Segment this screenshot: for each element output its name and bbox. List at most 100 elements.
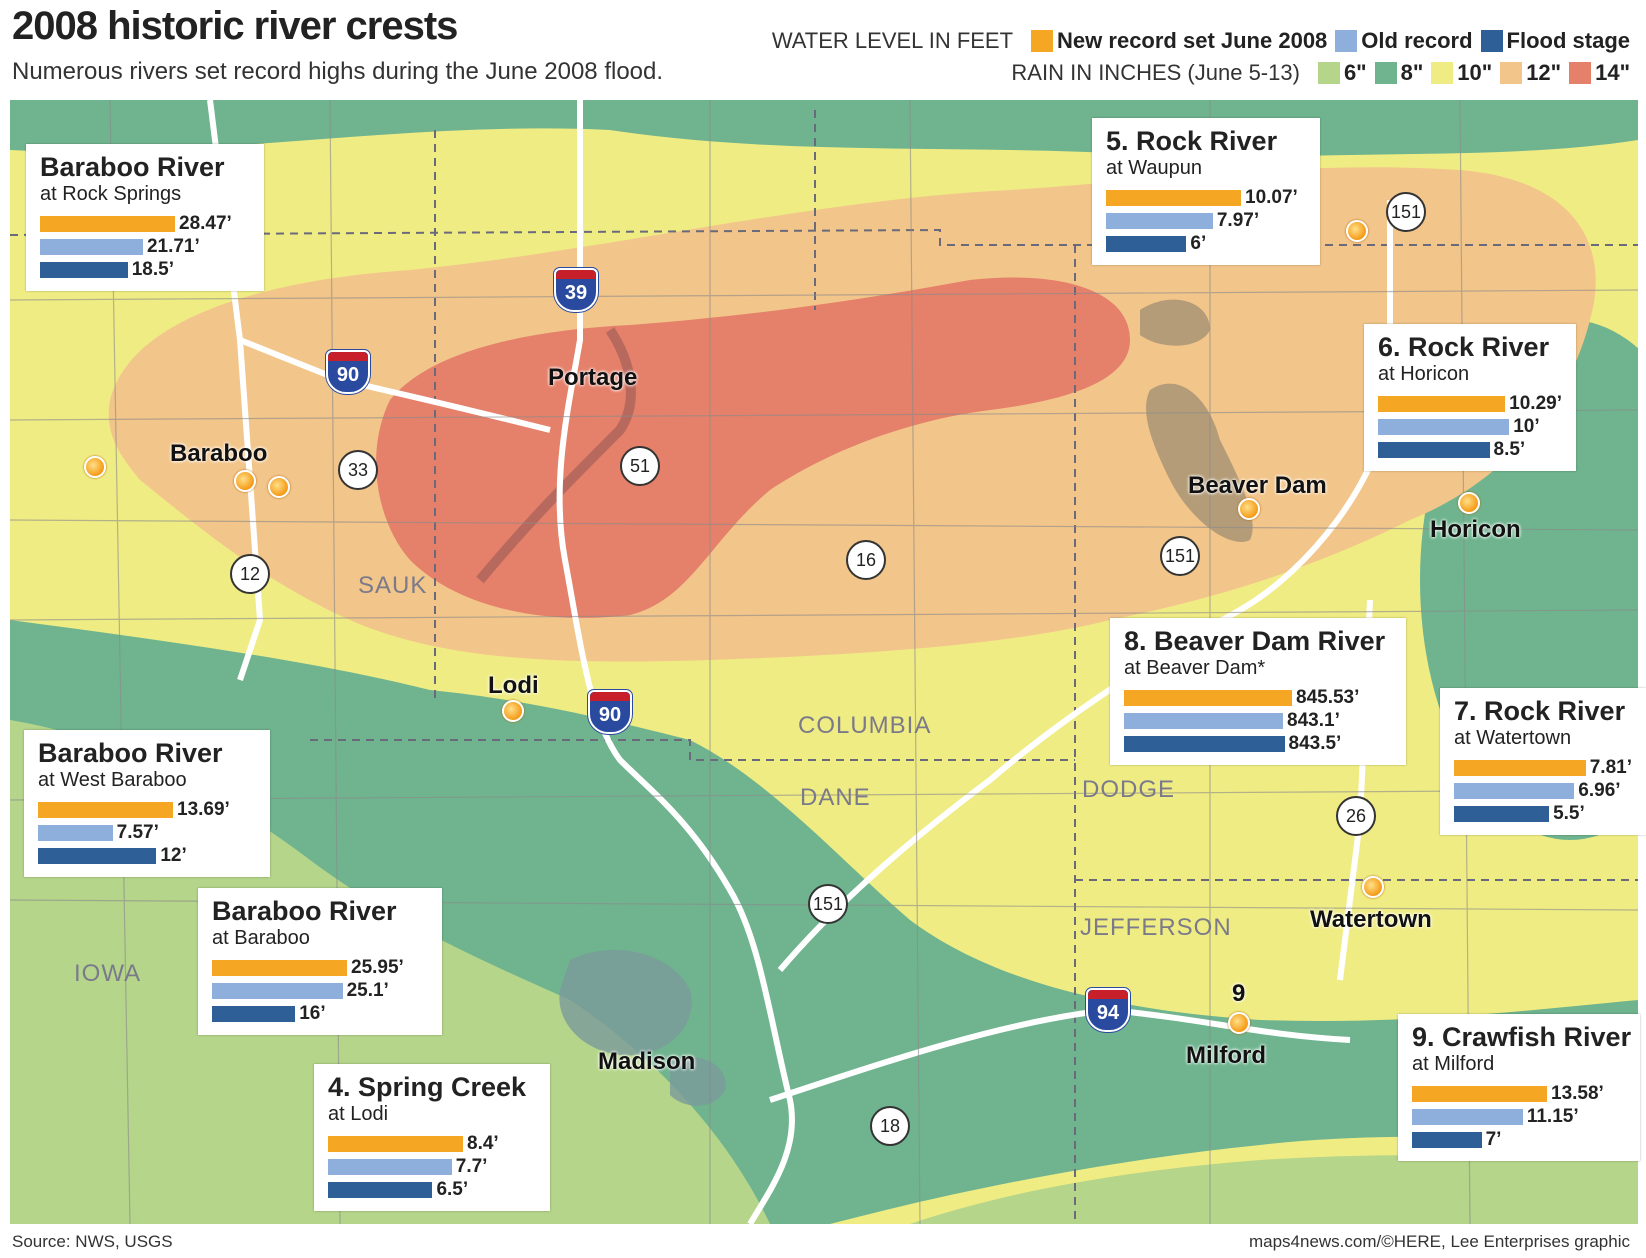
county-jefferson: JEFFERSON (1080, 914, 1232, 941)
water-level-legend: WATER LEVEL IN FEET New record set June … (772, 28, 1630, 54)
gauge-marker-waupun[interactable] (1346, 220, 1368, 242)
new-record-bar-fill (1378, 395, 1506, 412)
flood-stage-value: 6.5’ (436, 1178, 469, 1200)
old-record-value: 843.1’ (1287, 709, 1340, 731)
old-record-bar: 7.57’ (38, 821, 256, 844)
flood-stage-value: 5.5’ (1553, 802, 1585, 824)
gauge-box-lodi: 4. Spring Creek at Lodi 8.4’ 7.7’ 6.5’ (314, 1064, 550, 1211)
old-record-bar: 10’ (1378, 415, 1562, 438)
gauge-box-baraboo: Baraboo River at Baraboo 25.95’ 25.1’ 16… (198, 888, 442, 1035)
gauge-marker-rock-springs[interactable] (84, 456, 106, 478)
city-milford: Milford (1186, 1042, 1266, 1069)
old-record-swatch (1335, 30, 1358, 52)
credit-note: maps4news.com/©HERE, Lee Enterprises gra… (1248, 1232, 1630, 1251)
old-record-label: Old record (1361, 28, 1473, 53)
new-record-bar-fill (40, 215, 175, 232)
gauge-marker-lodi[interactable] (502, 700, 524, 722)
old-record-bar-fill (1124, 712, 1284, 729)
flood-stage-value: 12’ (160, 844, 187, 866)
gauge-title: 6. Rock River (1378, 332, 1550, 362)
highway-16-shield: 16 (846, 540, 886, 580)
gauge-box-rock-springs: Baraboo River at Rock Springs 28.47’ 21.… (26, 144, 264, 291)
city-madison: Madison (598, 1048, 696, 1075)
old-record-bar: 11.15’ (1412, 1105, 1626, 1128)
new-record-bar: 10.07’ (1106, 186, 1306, 209)
highway-51-shield: 51 (620, 446, 660, 486)
gauge-marker-watertown[interactable] (1362, 876, 1384, 898)
flood-stage-value: 7’ (1485, 1128, 1502, 1150)
rain-legend: RAIN IN INCHES (June 5-13) 6" 8" 10" 12"… (1011, 60, 1630, 86)
new-record-bar-fill (1412, 1085, 1547, 1102)
rain-10-label: 10" (1457, 60, 1493, 85)
new-record-bar: 13.58’ (1412, 1082, 1626, 1105)
old-record-bar: 25.1’ (212, 979, 428, 1002)
gauge-marker-horicon[interactable] (1458, 492, 1480, 514)
gauge-title: Baraboo River (212, 896, 397, 926)
rain-12-swatch (1500, 62, 1523, 84)
new-record-swatch (1031, 30, 1054, 52)
highway-151-shield-mid: 151 (1160, 536, 1200, 576)
flood-stage-bar-fill (328, 1181, 433, 1198)
gauge-marker-west-baraboo[interactable] (234, 470, 256, 492)
county-sauk: SAUK (358, 572, 428, 599)
wisconsin-river (476, 327, 636, 584)
highway-12-shield: 12 (230, 554, 270, 594)
city-baraboo: Baraboo (170, 440, 268, 467)
gauge-location: at Milford (1412, 1053, 1495, 1075)
old-record-value: 25.1’ (346, 979, 389, 1001)
interstate-39-label: 39 (564, 281, 588, 304)
old-record-bar: 843.1’ (1124, 709, 1392, 732)
flood-stage-bar-fill (212, 1005, 296, 1022)
water-level-label: WATER LEVEL IN FEET (771, 28, 1014, 53)
gauge-title: Baraboo River (38, 738, 223, 768)
gauge-location: at Rock Springs (40, 183, 182, 205)
new-record-value: 13.69’ (177, 798, 230, 820)
old-record-value: 7.57’ (116, 821, 159, 843)
old-record-bar: 7.7’ (328, 1155, 536, 1178)
gauge-box-waupun: 5. Rock River at Waupun 10.07’ 7.97’ 6’ (1092, 118, 1320, 265)
interstate-94-shield: 94 (1086, 988, 1130, 1032)
interstate-90-label: 90 (336, 363, 360, 386)
new-record-bar: 10.29’ (1378, 392, 1562, 415)
gauge-location: at Lodi (328, 1103, 389, 1125)
interstate-90-shield: 90 (326, 350, 370, 394)
flood-stage-bar: 6’ (1106, 232, 1306, 255)
gauge-box-watertown: 7. Rock River at Watertown 7.81’ 6.96’ 5… (1440, 688, 1646, 835)
rain-14-swatch (1569, 62, 1592, 84)
gauge-marker-baraboo[interactable] (268, 476, 290, 498)
gauge-marker-beaver-dam[interactable] (1238, 498, 1260, 520)
county-lines (10, 110, 1638, 1224)
rain-8-label: 8" (1400, 60, 1424, 85)
flood-stage-bar: 18.5’ (40, 258, 250, 281)
county-dane: DANE (800, 784, 871, 811)
rain-zone-6in-se (910, 1150, 1638, 1224)
new-record-value: 13.58’ (1551, 1082, 1604, 1104)
gauge-location: at Beaver Dam* (1124, 657, 1266, 679)
old-record-value: 11.15’ (1526, 1105, 1579, 1127)
county-dodge: DODGE (1082, 776, 1176, 803)
highway-26-shield: 26 (1336, 796, 1376, 836)
gauge-box-horicon: 6. Rock River at Horicon 10.29’ 10’ 8.5’ (1364, 324, 1576, 471)
old-record-value: 6.96’ (1578, 779, 1621, 801)
gauge-location: at West Baraboo (38, 769, 187, 791)
new-record-label: New record set June 2008 (1057, 28, 1328, 53)
rain-14-label: 14" (1595, 60, 1630, 85)
city-watertown: Watertown (1310, 906, 1432, 933)
flood-stage-bar: 843.5’ (1124, 732, 1392, 755)
rain-10-swatch (1431, 62, 1454, 84)
gauge-marker-milford[interactable] (1228, 1012, 1250, 1034)
lake-monona (670, 1056, 726, 1106)
interstate-94-label: 94 (1096, 1001, 1120, 1024)
rain-6-label: 6" (1343, 60, 1367, 85)
horicon-marsh (1146, 383, 1253, 542)
lake-mendota (559, 950, 692, 1056)
new-record-bar: 13.69’ (38, 798, 256, 821)
city-horicon: Horicon (1430, 516, 1521, 543)
old-record-bar-fill (1412, 1108, 1523, 1125)
old-record-value: 7.97’ (1216, 209, 1260, 231)
flood-stage-bar: 7’ (1412, 1128, 1626, 1151)
old-record-bar: 7.97’ (1106, 209, 1306, 232)
new-record-bar-fill (1106, 189, 1241, 206)
old-record-bar: 21.71’ (40, 235, 250, 258)
rain-6-swatch (1317, 62, 1340, 84)
